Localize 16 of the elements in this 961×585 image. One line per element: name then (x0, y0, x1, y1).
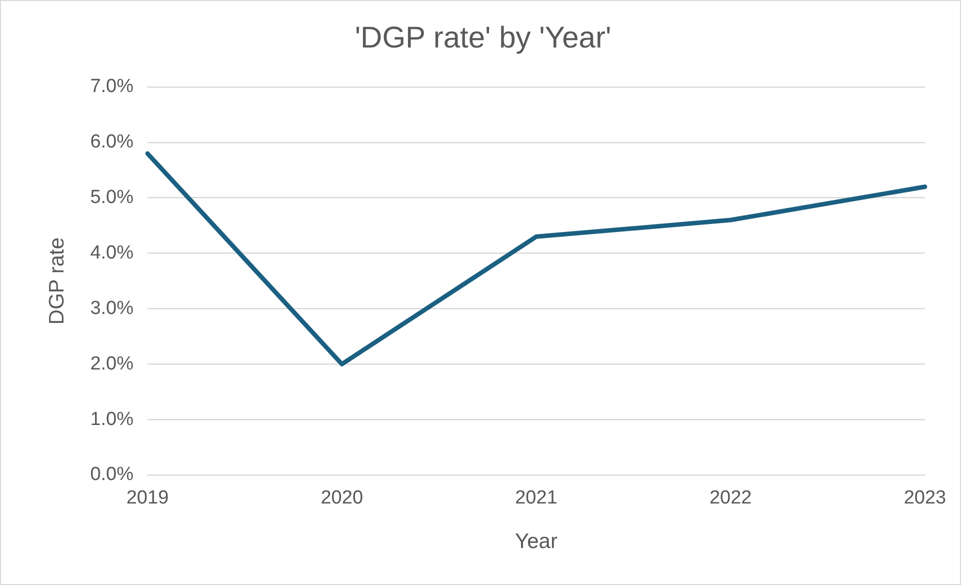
y-tick-label: 1.0% (90, 408, 134, 430)
x-tick-label: 2019 (126, 488, 169, 509)
x-tick-label: 2020 (320, 488, 364, 509)
y-tick-label: 3.0% (90, 298, 134, 319)
x-axis-title: Year (515, 530, 558, 554)
y-tick-label: 4.0% (90, 242, 134, 264)
x-tick-label: 2023 (904, 488, 946, 509)
x-tick-label: 2022 (709, 488, 752, 509)
y-tick-label: 2.0% (90, 353, 134, 374)
y-tick-label: 0.0% (90, 464, 134, 486)
y-tick-label: 7.0% (90, 76, 134, 98)
x-tick-label: 2021 (515, 488, 558, 509)
y-tick-label: 5.0% (90, 187, 134, 208)
chart-title: 'DGP rate' by 'Year' (354, 21, 612, 54)
y-tick-label: 6.0% (90, 132, 134, 153)
y-axis-title: DGP rate (45, 237, 68, 325)
